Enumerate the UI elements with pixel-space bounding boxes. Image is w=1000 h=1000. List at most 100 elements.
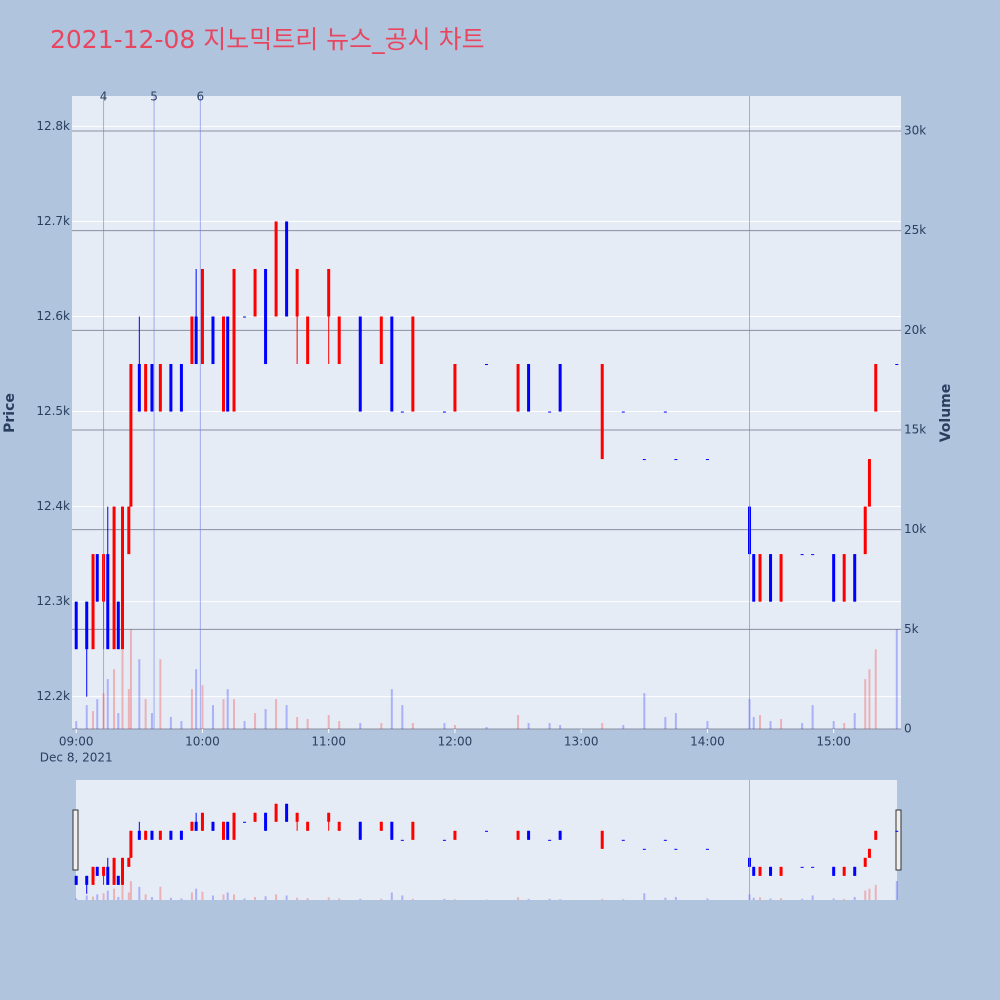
slider-volume bbox=[285, 895, 288, 900]
slider-volume bbox=[874, 884, 877, 900]
volume-bar bbox=[674, 713, 677, 729]
volume-bar bbox=[443, 723, 446, 729]
slider-body bbox=[129, 830, 133, 858]
candle-body bbox=[527, 364, 531, 412]
volume-bar bbox=[190, 689, 193, 729]
slider-volume bbox=[664, 897, 667, 900]
range-slider[interactable] bbox=[76, 780, 897, 900]
slider-body bbox=[232, 812, 236, 840]
slider-body bbox=[832, 866, 836, 876]
candle-body bbox=[85, 601, 89, 650]
slider-body bbox=[811, 866, 815, 868]
candle-body bbox=[327, 268, 331, 317]
slider-body bbox=[127, 857, 131, 867]
candle-body bbox=[411, 316, 415, 412]
slider-volume bbox=[275, 894, 278, 900]
volume-bar bbox=[113, 669, 116, 729]
candle-body bbox=[295, 268, 299, 317]
slider-volume bbox=[411, 898, 414, 900]
volume-bar bbox=[780, 719, 783, 729]
annotation-label: 5 bbox=[150, 90, 158, 104]
candle-body bbox=[264, 268, 268, 365]
volume-bar bbox=[201, 685, 204, 729]
candle-body bbox=[179, 364, 183, 412]
y-tick-label: 12.2k bbox=[36, 689, 70, 703]
slider-volume bbox=[443, 898, 446, 900]
slider-volume bbox=[527, 898, 530, 900]
slider-body bbox=[863, 857, 867, 867]
candle-body bbox=[226, 316, 230, 412]
slider-volume bbox=[780, 898, 783, 900]
slider-volume bbox=[517, 897, 520, 900]
candle-body bbox=[106, 554, 110, 650]
volume-bar bbox=[853, 713, 856, 729]
volume-bar bbox=[664, 717, 667, 729]
candle-body bbox=[379, 316, 383, 365]
candle-body bbox=[800, 554, 804, 556]
candle-body bbox=[769, 554, 773, 602]
volume-bar bbox=[380, 723, 383, 729]
y2-tick-label: 30k bbox=[904, 123, 926, 137]
volume-bar bbox=[243, 721, 246, 729]
volume-bar bbox=[233, 699, 236, 729]
slider-volume bbox=[853, 896, 856, 900]
slider-handle[interactable] bbox=[72, 809, 79, 871]
slider-body bbox=[358, 821, 362, 840]
slider-volume bbox=[138, 886, 141, 900]
volume-bar bbox=[211, 705, 214, 729]
slider-volume bbox=[144, 894, 147, 900]
candle-body bbox=[232, 268, 236, 412]
slider-body bbox=[158, 830, 162, 840]
y-tick-label: 12.3k bbox=[36, 594, 70, 608]
slider-volume bbox=[129, 881, 132, 900]
candle-body bbox=[663, 411, 667, 413]
volume-bar bbox=[92, 711, 95, 729]
candle-body bbox=[169, 364, 173, 412]
slider-body bbox=[116, 875, 120, 885]
candle-body bbox=[453, 364, 457, 412]
volume-bar bbox=[226, 689, 229, 729]
volume-bar bbox=[222, 699, 225, 729]
slider-volume bbox=[548, 898, 551, 900]
candle-body bbox=[190, 316, 194, 365]
slider-volume bbox=[706, 898, 709, 900]
candle-body bbox=[485, 364, 488, 366]
slider-body bbox=[91, 866, 95, 885]
candle-body bbox=[211, 316, 215, 365]
slider-handle[interactable] bbox=[895, 809, 902, 871]
candle-body bbox=[194, 316, 198, 365]
candle-body bbox=[752, 554, 756, 602]
candle-body bbox=[516, 364, 520, 412]
volume-bar bbox=[169, 717, 172, 729]
slider-body bbox=[120, 857, 124, 885]
slider-body bbox=[558, 830, 562, 840]
slider-body bbox=[411, 821, 415, 840]
volume-bar bbox=[138, 659, 141, 729]
candle-body bbox=[306, 316, 310, 365]
slider-body bbox=[485, 830, 488, 832]
candle-body bbox=[832, 554, 836, 602]
slider-body bbox=[112, 857, 116, 885]
slider-volume bbox=[811, 895, 814, 900]
slider-body bbox=[253, 812, 257, 822]
slider-volume bbox=[769, 898, 772, 900]
candle-body bbox=[116, 601, 120, 650]
candle-body bbox=[95, 554, 99, 602]
volume-bar bbox=[338, 721, 341, 729]
candle-body bbox=[253, 268, 257, 317]
slider-body bbox=[779, 866, 783, 876]
slider-volume bbox=[96, 894, 99, 900]
slider-body bbox=[621, 839, 625, 841]
volume-bar bbox=[601, 723, 604, 729]
slider-body bbox=[137, 830, 141, 840]
volume-bar bbox=[359, 723, 362, 729]
candle-body bbox=[558, 364, 562, 412]
slider-body bbox=[867, 848, 871, 858]
slider-body bbox=[642, 848, 646, 850]
volume-bar bbox=[527, 723, 530, 729]
candle-body bbox=[91, 554, 95, 650]
slider-volume bbox=[233, 894, 236, 900]
slider-volume bbox=[127, 892, 130, 900]
slider-body bbox=[453, 830, 457, 840]
slider-body bbox=[221, 821, 225, 840]
